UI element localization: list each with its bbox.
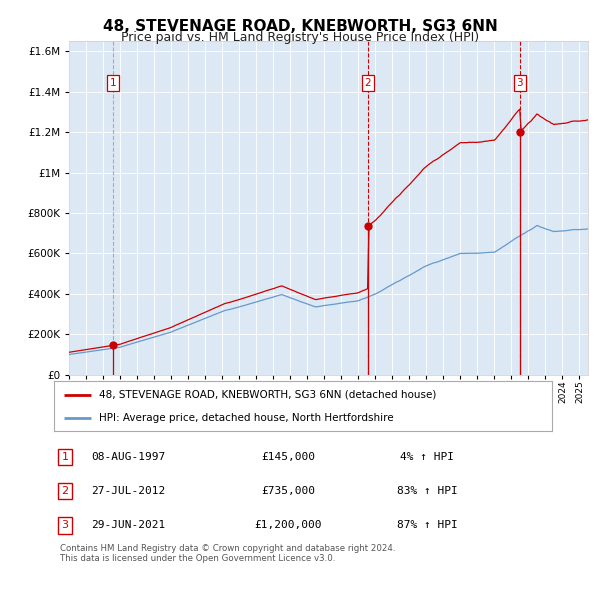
Text: 29-JUN-2021: 29-JUN-2021 — [92, 520, 166, 530]
Text: Price paid vs. HM Land Registry's House Price Index (HPI): Price paid vs. HM Land Registry's House … — [121, 31, 479, 44]
Text: 3: 3 — [517, 78, 523, 88]
Text: Contains HM Land Registry data © Crown copyright and database right 2024.
This d: Contains HM Land Registry data © Crown c… — [60, 544, 395, 563]
Text: 48, STEVENAGE ROAD, KNEBWORTH, SG3 6NN: 48, STEVENAGE ROAD, KNEBWORTH, SG3 6NN — [103, 19, 497, 34]
Text: 08-AUG-1997: 08-AUG-1997 — [92, 453, 166, 462]
Text: 1: 1 — [61, 453, 68, 462]
Text: HPI: Average price, detached house, North Hertfordshire: HPI: Average price, detached house, Nort… — [99, 413, 394, 423]
Text: 2: 2 — [365, 78, 371, 88]
Text: £145,000: £145,000 — [261, 453, 315, 462]
Text: 3: 3 — [61, 520, 68, 530]
Text: £1,200,000: £1,200,000 — [254, 520, 322, 530]
Text: 83% ↑ HPI: 83% ↑ HPI — [397, 486, 458, 496]
Text: £735,000: £735,000 — [261, 486, 315, 496]
Text: 87% ↑ HPI: 87% ↑ HPI — [397, 520, 458, 530]
Text: 48, STEVENAGE ROAD, KNEBWORTH, SG3 6NN (detached house): 48, STEVENAGE ROAD, KNEBWORTH, SG3 6NN (… — [99, 389, 436, 399]
Text: 1: 1 — [110, 78, 116, 88]
Text: 27-JUL-2012: 27-JUL-2012 — [92, 486, 166, 496]
Text: 4% ↑ HPI: 4% ↑ HPI — [401, 453, 455, 462]
Text: 2: 2 — [61, 486, 68, 496]
